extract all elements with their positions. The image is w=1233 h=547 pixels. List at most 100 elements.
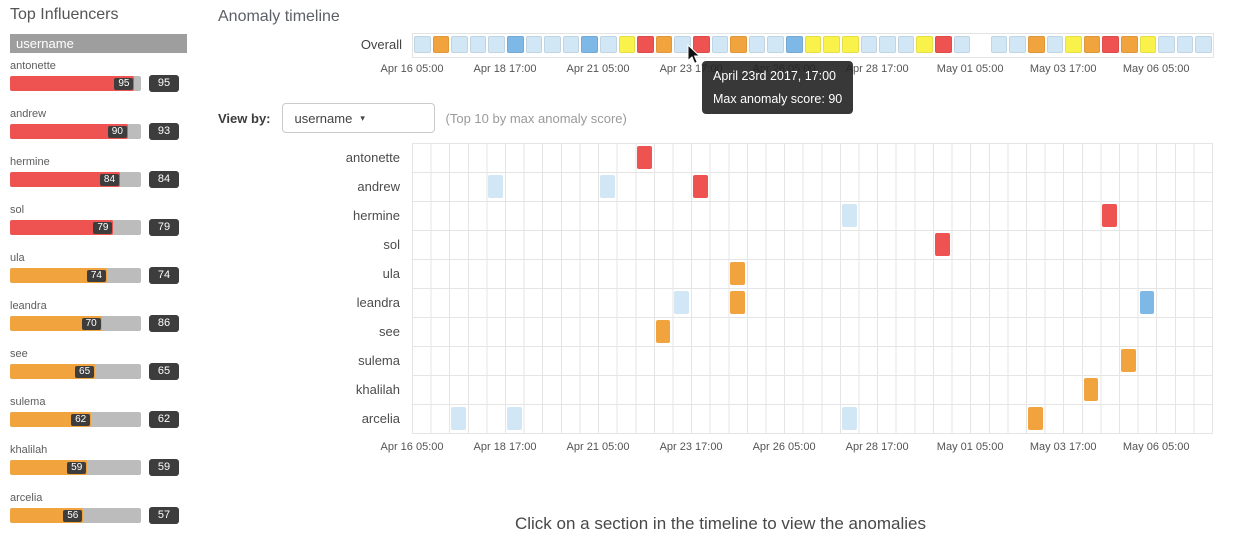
influencer-row[interactable]: sulema 62 62 (10, 396, 210, 428)
overall-cell[interactable] (934, 36, 952, 53)
influencer-badge: 95 (149, 75, 179, 92)
influencer-bar: 70 (10, 316, 141, 331)
overall-cell[interactable] (432, 36, 450, 53)
swimlane-cell[interactable] (1102, 204, 1117, 227)
overall-cell[interactable] (488, 36, 505, 53)
swimlane-cell[interactable] (841, 204, 857, 227)
overall-cell[interactable] (693, 36, 710, 53)
influencer-row[interactable]: antonette 95 95 (10, 60, 210, 92)
overall-cell[interactable] (507, 36, 524, 53)
swimlane-cell[interactable] (674, 291, 690, 314)
overall-cell[interactable] (823, 36, 840, 53)
overall-cell[interactable] (1046, 36, 1064, 53)
overall-cell[interactable] (618, 36, 636, 53)
influencer-bar-score: 79 (93, 221, 113, 234)
overall-cell[interactable] (1027, 36, 1045, 53)
influencer-badge: 86 (149, 315, 179, 332)
swimlane-label: antonette (345, 150, 400, 165)
swimlane-cell[interactable] (600, 175, 615, 198)
overall-cell[interactable] (860, 36, 878, 53)
influencer-bar: 56 (10, 508, 141, 523)
influencer-row[interactable]: arcelia 56 57 (10, 492, 210, 524)
influencer-row[interactable]: andrew 90 93 (10, 108, 210, 140)
overall-swimlane[interactable] (412, 33, 1214, 58)
influencer-row[interactable]: sol 79 79 (10, 204, 210, 236)
overall-cell[interactable] (544, 36, 561, 53)
influencer-row[interactable]: see 65 65 (10, 348, 210, 380)
overall-cell[interactable] (748, 36, 766, 53)
influencer-bar: 74 (10, 268, 141, 283)
swimlane-cell[interactable] (1027, 407, 1043, 430)
influencer-bar: 62 (10, 412, 141, 427)
overall-cell[interactable] (767, 36, 785, 53)
influencer-row[interactable]: leandra 70 86 (10, 300, 210, 332)
influencer-row[interactable]: khalilah 59 59 (10, 444, 210, 476)
overall-cell[interactable] (525, 36, 543, 53)
swimlane-cell[interactable] (1120, 349, 1136, 372)
overall-cell[interactable] (1102, 36, 1119, 53)
overall-cell[interactable] (637, 36, 654, 53)
influencer-bar: 65 (10, 364, 141, 379)
swimlane-cell[interactable] (488, 175, 503, 198)
overall-cell[interactable] (1158, 36, 1175, 53)
overall-cell[interactable] (953, 36, 971, 53)
swimlane-cell[interactable] (693, 175, 708, 198)
overall-cell[interactable] (1139, 36, 1157, 53)
overall-cell[interactable] (1176, 36, 1194, 53)
overall-cell[interactable] (581, 36, 599, 53)
influencer-bar-fill: 70 (10, 316, 102, 331)
influencer-row[interactable]: ula 74 74 (10, 252, 210, 284)
swimlane-cell[interactable] (934, 233, 950, 256)
swimlane-cell[interactable] (507, 407, 522, 430)
overall-cell[interactable] (786, 36, 803, 53)
overall-cell[interactable] (1083, 36, 1101, 53)
axis-tick-label: Apr 16 05:00 (380, 441, 444, 453)
overall-cell[interactable] (711, 36, 729, 53)
swimlane-cell[interactable] (1139, 291, 1155, 314)
overall-cell[interactable] (916, 36, 933, 53)
overall-cell[interactable] (562, 36, 580, 53)
overall-cell[interactable] (1195, 36, 1212, 53)
overall-cell[interactable] (600, 36, 617, 53)
influencer-name: see (10, 348, 28, 360)
swimlane-cell[interactable] (841, 407, 857, 430)
swimlane-cell[interactable] (637, 146, 652, 169)
swimlane-cell[interactable] (730, 262, 745, 285)
overall-cell[interactable] (655, 36, 673, 53)
overall-cell[interactable] (730, 36, 747, 53)
influencer-name: sol (10, 204, 25, 216)
view-by-bar: View by: username ▾ (Top 10 by max anoma… (218, 102, 627, 134)
timeline-title: Anomaly timeline (218, 8, 340, 25)
swimlane-cell[interactable] (655, 320, 671, 343)
axis-tick-label: Apr 16 05:00 (380, 63, 444, 75)
swimlane-label: ula (382, 266, 400, 281)
swimlane-cell[interactable] (451, 407, 466, 430)
influencers-panel: Top Influencers username antonette 95 95… (10, 6, 210, 540)
overall-cell[interactable] (451, 36, 468, 53)
overall-cell[interactable] (414, 36, 431, 53)
axis-tick-label: May 06 05:00 (1122, 441, 1190, 453)
influencer-name: ula (10, 252, 25, 264)
overall-cell[interactable] (897, 36, 915, 53)
overall-cell[interactable] (1065, 36, 1082, 53)
overall-cell[interactable] (469, 36, 487, 53)
overall-cell[interactable] (1120, 36, 1138, 53)
influencer-bar-fill: 74 (10, 268, 107, 283)
overall-cell[interactable] (674, 36, 692, 53)
swimlane-cell[interactable] (1083, 378, 1099, 401)
overall-cell[interactable] (804, 36, 822, 53)
overall-cell[interactable] (841, 36, 859, 53)
overall-cell[interactable] (879, 36, 896, 53)
influencer-row[interactable]: hermine 84 84 (10, 156, 210, 188)
overall-cell[interactable] (990, 36, 1008, 53)
swimlane-cell[interactable] (730, 291, 745, 314)
influencer-badge: 79 (149, 219, 179, 236)
viewby-swimlane[interactable] (412, 143, 1213, 434)
influencer-bar: 59 (10, 460, 141, 475)
tooltip-date: April 23rd 2017, 17:00 (713, 69, 837, 83)
view-by-select[interactable]: username ▾ (281, 103, 435, 133)
overall-cell[interactable] (1009, 36, 1026, 53)
influencer-name: arcelia (10, 492, 43, 504)
axis-tick-label: Apr 23 17:00 (659, 441, 723, 453)
